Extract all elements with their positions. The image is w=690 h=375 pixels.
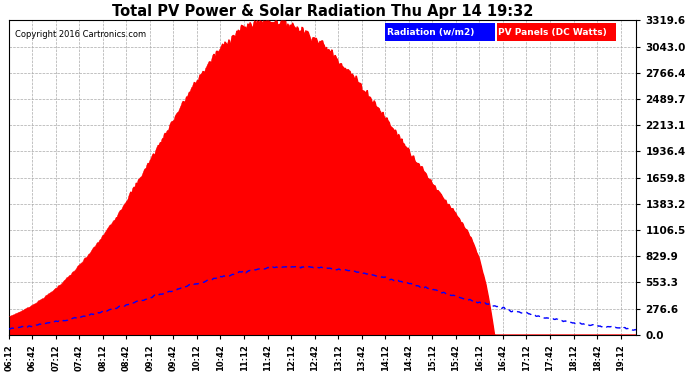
Text: Radiation (w/m2): Radiation (w/m2) bbox=[386, 28, 474, 37]
Title: Total PV Power & Solar Radiation Thu Apr 14 19:32: Total PV Power & Solar Radiation Thu Apr… bbox=[112, 4, 533, 19]
Text: PV Panels (DC Watts): PV Panels (DC Watts) bbox=[498, 28, 607, 37]
Bar bbox=[497, 24, 616, 41]
Bar bbox=[385, 24, 495, 41]
Text: Copyright 2016 Cartronics.com: Copyright 2016 Cartronics.com bbox=[15, 30, 146, 39]
